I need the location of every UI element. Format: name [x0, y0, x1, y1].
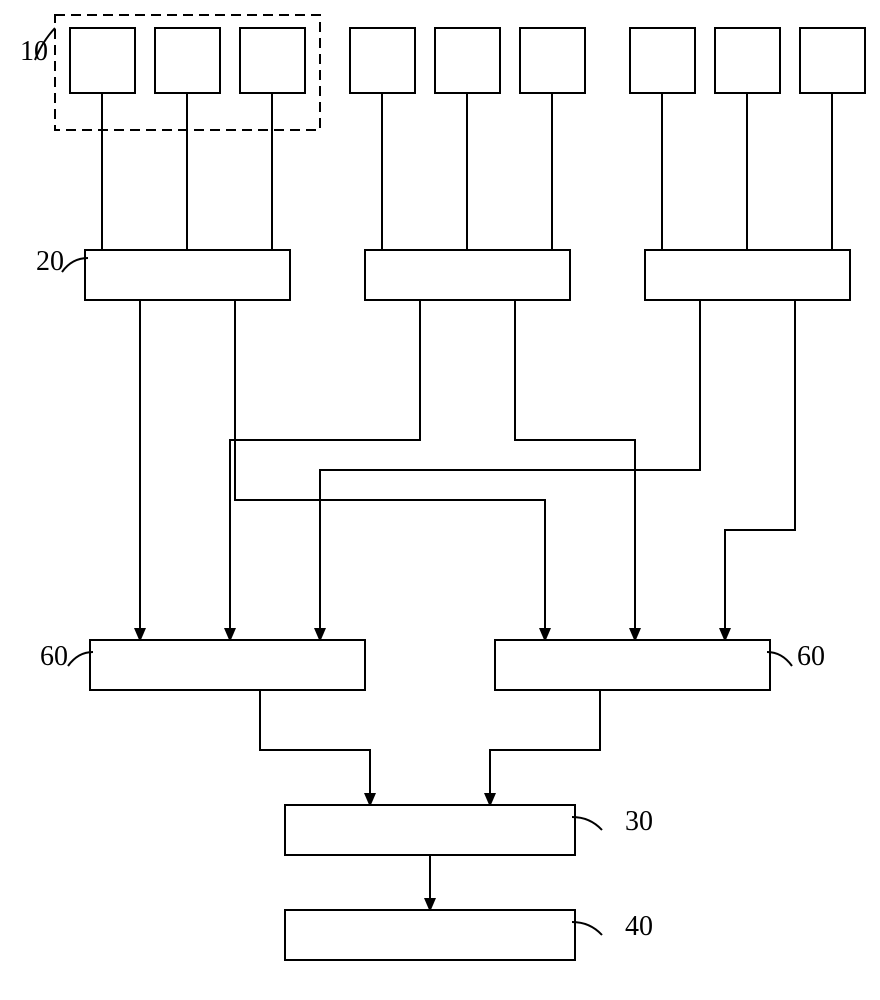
node-thirty [285, 805, 575, 855]
node-top-6 [520, 28, 585, 93]
node-mid-3 [645, 250, 850, 300]
node-sixty-L [90, 640, 365, 690]
diagram-container: 10 20 60 60 30 40 [0, 0, 880, 1000]
node-mid-1 [85, 250, 290, 300]
label-lbl-40: 40 [625, 911, 653, 942]
node-top-7 [630, 28, 695, 93]
label-lbl-30: 30 [625, 806, 653, 837]
node-top-9 [800, 28, 865, 93]
node-top-1 [70, 28, 135, 93]
leader-lbl-30 [572, 817, 602, 830]
label-lbl-60L: 60 [40, 641, 68, 672]
leader-lbl-40 [572, 922, 602, 935]
edge-sixty-R-to-thirty [490, 690, 600, 805]
node-top-3 [240, 28, 305, 93]
node-top-5 [435, 28, 500, 93]
edge-sixty-L-to-thirty [260, 690, 370, 805]
label-lbl-20: 20 [36, 246, 64, 277]
label-lbl-60R: 60 [797, 641, 825, 672]
edge-mid-3-to-sixty-L [320, 300, 700, 640]
label-lbl-10: 10 [20, 36, 48, 67]
node-mid-2 [365, 250, 570, 300]
node-top-8 [715, 28, 780, 93]
nodes-layer [55, 15, 865, 960]
node-top-2 [155, 28, 220, 93]
node-sixty-R [495, 640, 770, 690]
node-top-4 [350, 28, 415, 93]
edges-layer [102, 93, 832, 910]
flowchart-svg: 10 20 60 60 30 40 [0, 0, 880, 1000]
edge-mid-3-to-sixty-R [725, 300, 795, 640]
node-forty [285, 910, 575, 960]
